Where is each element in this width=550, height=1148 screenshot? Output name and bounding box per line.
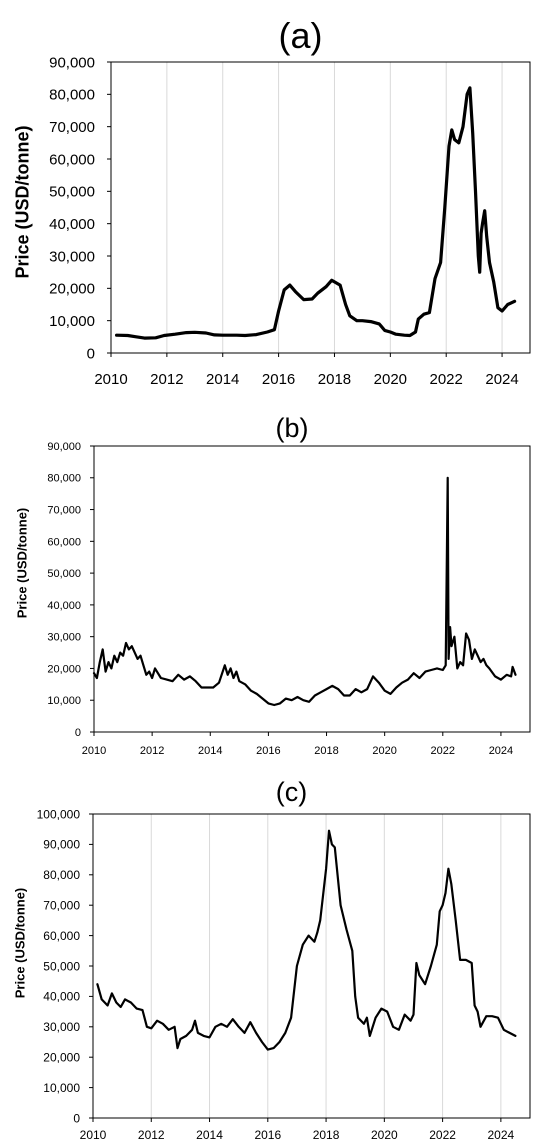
y-tick-label: 20,000 (43, 1051, 80, 1065)
y-tick-label: 40,000 (47, 600, 81, 612)
x-tick-label: 2022 (431, 745, 455, 757)
x-tick-label: 2024 (488, 1128, 515, 1142)
x-tick-label: 2024 (489, 745, 513, 757)
y-tick-label: 10,000 (49, 313, 95, 330)
x-tick-label: 2022 (429, 1128, 456, 1142)
y-tick-label: 20,000 (47, 663, 81, 675)
y-tick-label: 10,000 (43, 1081, 80, 1095)
x-tick-label: 2020 (372, 745, 396, 757)
y-tick-label: 50,000 (49, 184, 95, 201)
x-tick-label: 2012 (140, 745, 164, 757)
x-tick-label: 2024 (485, 371, 518, 388)
x-tick-label: 2014 (206, 371, 239, 388)
x-tick-label: 2018 (313, 1128, 340, 1142)
y-tick-label: 20,000 (49, 281, 95, 298)
y-tick-label: 30,000 (47, 632, 81, 644)
y-tick-label: 100,000 (37, 807, 81, 821)
y-tick-label: 70,000 (49, 119, 95, 136)
y-tick-label: 50,000 (43, 959, 80, 973)
chart-panel-b: 0 10,000 20,000 30,000 40,000 50,000 60,000 70,… (15, 413, 531, 757)
y-tick-label: 90,000 (43, 838, 80, 852)
y-tick-label: 0 (75, 727, 81, 739)
y-tick-label: 80,000 (49, 87, 95, 104)
y-tick-label: 0 (73, 1111, 80, 1125)
y-tick-label: 40,000 (43, 990, 80, 1004)
y-tick-label: 60,000 (43, 929, 80, 943)
x-tick-label: 2016 (256, 745, 280, 757)
panel-title-c: (c) (276, 777, 307, 807)
y-axis-label: Price (USD/tonne) (13, 888, 28, 999)
y-tick-label: 90,000 (49, 54, 95, 71)
x-tick-label: 2014 (198, 745, 222, 757)
y-tick-label: 90,000 (47, 441, 81, 453)
series-line (92, 476, 517, 707)
y-tick-label: 80,000 (43, 868, 80, 882)
x-tick-label: 2010 (94, 371, 127, 388)
x-tick-label: 2020 (374, 371, 407, 388)
y-tick-label: 0 (87, 345, 95, 362)
plot-frame (110, 61, 531, 354)
y-tick-label: 30,000 (49, 248, 95, 265)
y-tick-label: 70,000 (47, 505, 81, 517)
series-line (96, 829, 517, 1051)
x-tick-label: 2012 (138, 1128, 165, 1142)
x-tick-label: 2020 (371, 1128, 398, 1142)
y-tick-label: 60,000 (49, 151, 95, 168)
y-tick-label: 30,000 (43, 1020, 80, 1034)
y-tick-label: 10,000 (47, 695, 81, 707)
y-tick-label: 40,000 (49, 216, 95, 233)
plot-frame (93, 445, 531, 733)
chart-panel-c: 0 10,000 20,000 30,000 40,000 50,000 60,000 70,… (13, 777, 531, 1142)
chart-panel-a: 0 10,000 20,000 30,000 40,000 50,000 60,000 70,… (12, 15, 531, 388)
x-tick-label: 2018 (314, 745, 338, 757)
panel-title-a: (a) (279, 15, 323, 56)
x-tick-label: 2018 (318, 371, 351, 388)
x-tick-label: 2012 (150, 371, 183, 388)
x-tick-label: 2010 (80, 1128, 107, 1142)
y-axis-label: Price (USD/tonne) (12, 125, 32, 278)
y-tick-label: 50,000 (47, 568, 81, 580)
y-tick-label: 70,000 (43, 899, 80, 913)
x-tick-label: 2022 (430, 371, 463, 388)
x-tick-label: 2016 (262, 371, 295, 388)
panel-title-b: (b) (276, 413, 309, 443)
y-axis-label: Price (USD/tonne) (15, 508, 30, 619)
plot-frame (92, 813, 531, 1119)
x-tick-label: 2014 (196, 1128, 223, 1142)
series-line (115, 86, 517, 340)
x-tick-label: 2016 (254, 1128, 281, 1142)
y-tick-label: 60,000 (47, 536, 81, 548)
y-tick-label: 80,000 (47, 473, 81, 485)
x-tick-label: 2010 (82, 745, 106, 757)
